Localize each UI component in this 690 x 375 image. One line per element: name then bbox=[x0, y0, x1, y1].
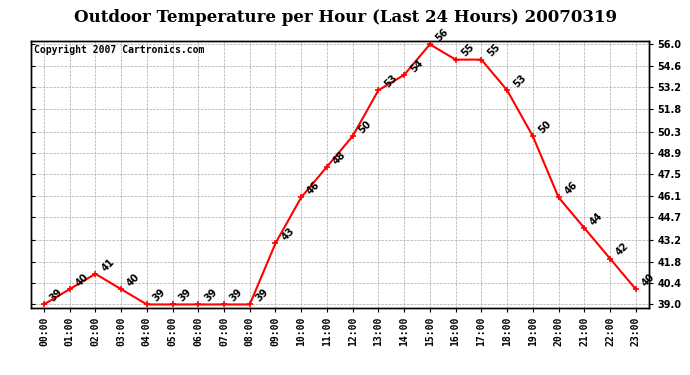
Text: 53: 53 bbox=[511, 73, 528, 90]
Text: 41: 41 bbox=[99, 256, 116, 273]
Text: Outdoor Temperature per Hour (Last 24 Hours) 20070319: Outdoor Temperature per Hour (Last 24 Ho… bbox=[74, 9, 616, 26]
Text: 56: 56 bbox=[434, 27, 451, 44]
Text: 46: 46 bbox=[563, 180, 580, 196]
Text: 39: 39 bbox=[177, 287, 193, 304]
Text: 48: 48 bbox=[331, 149, 348, 166]
Text: 40: 40 bbox=[74, 272, 90, 288]
Text: 55: 55 bbox=[486, 42, 502, 59]
Text: Copyright 2007 Cartronics.com: Copyright 2007 Cartronics.com bbox=[34, 45, 204, 55]
Text: 54: 54 bbox=[408, 57, 425, 74]
Text: 39: 39 bbox=[48, 287, 65, 304]
Text: 42: 42 bbox=[614, 241, 631, 258]
Text: 50: 50 bbox=[357, 119, 373, 135]
Text: 44: 44 bbox=[589, 210, 605, 227]
Text: 43: 43 bbox=[279, 226, 296, 243]
Text: 39: 39 bbox=[202, 287, 219, 304]
Text: 39: 39 bbox=[228, 287, 245, 304]
Text: 46: 46 bbox=[306, 180, 322, 196]
Text: 53: 53 bbox=[382, 73, 400, 90]
Text: 50: 50 bbox=[537, 119, 553, 135]
Text: 40: 40 bbox=[640, 272, 656, 288]
Text: 39: 39 bbox=[151, 287, 168, 304]
Text: 40: 40 bbox=[126, 272, 142, 288]
Text: 55: 55 bbox=[460, 42, 476, 59]
Text: 39: 39 bbox=[254, 287, 270, 304]
